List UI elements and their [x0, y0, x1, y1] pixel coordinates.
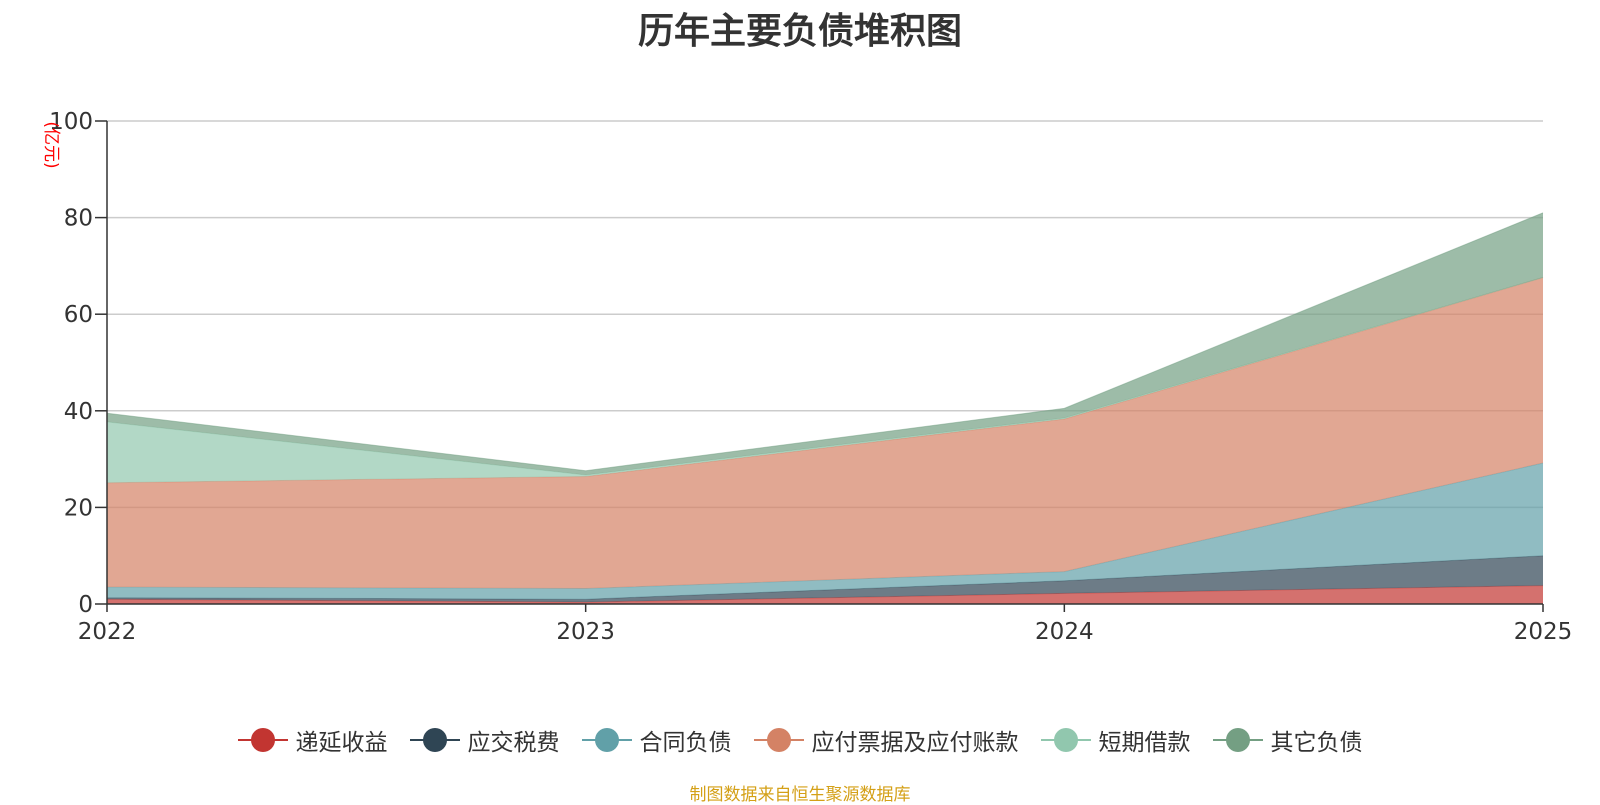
y-tick-label: 80	[64, 206, 93, 232]
footer-source: 制图数据来自恒生聚源数据库	[689, 785, 911, 805]
legend-dot-icon	[1225, 728, 1250, 752]
area-series-0[interactable]	[107, 585, 1543, 604]
legend-label: 合同负债	[639, 730, 732, 756]
legend-label: 应付票据及应付账款	[811, 730, 1019, 756]
legend-dot-icon	[1053, 728, 1078, 752]
legend-label: 短期借款	[1098, 730, 1191, 756]
y-tick-label: 100	[49, 109, 93, 135]
legend-label: 递延收益	[295, 730, 388, 756]
y-axis-unit-label: (亿元)	[41, 121, 61, 168]
legend-item-4[interactable]: 短期借款	[1040, 723, 1191, 757]
area-series-5[interactable]	[107, 212, 1543, 476]
area-series-2[interactable]	[107, 463, 1543, 600]
area-series-4[interactable]	[107, 277, 1543, 483]
legend-marker-icon	[581, 728, 632, 752]
legend-marker-icon	[753, 728, 804, 752]
x-tick-label: 2025	[1514, 619, 1573, 645]
legend-item-0[interactable]: 递延收益	[237, 723, 388, 757]
legend-item-5[interactable]: 其它负债	[1212, 723, 1363, 757]
legend: 递延收益 应交税费 合同负债 应付票据及应付账款 短期借款 其它负债	[0, 718, 1600, 762]
y-tick-label: 40	[64, 399, 93, 425]
legend-dot-icon	[250, 728, 275, 752]
x-tick-label: 2024	[1035, 619, 1094, 645]
y-tick-label: 60	[64, 302, 93, 328]
area-series-edge-5	[106, 212, 1544, 472]
x-tick-label: 2022	[78, 619, 137, 645]
area-series	[106, 212, 1544, 604]
y-tick-label: 0	[78, 592, 93, 618]
x-tick-label: 2023	[556, 619, 615, 645]
legend-dot-icon	[594, 728, 619, 752]
chart-title: 历年主要负债堆积图	[637, 11, 962, 52]
legend-item-1[interactable]: 应交税费	[409, 723, 560, 757]
legend-marker-icon	[237, 728, 288, 752]
legend-marker-icon	[409, 728, 460, 752]
legend-marker-icon	[1040, 728, 1091, 752]
legend-item-3[interactable]: 应付票据及应付账款	[753, 723, 1019, 757]
legend-item-2[interactable]: 合同负债	[581, 723, 732, 757]
axes	[95, 120, 1544, 612]
legend-label: 应交税费	[467, 730, 560, 756]
area-series-1[interactable]	[107, 555, 1543, 603]
legend-dot-icon	[422, 728, 447, 752]
legend-dot-icon	[766, 728, 791, 752]
area-series-3[interactable]	[107, 277, 1543, 589]
tick-labels: 0 20 40 60 80 100 2022 2023 2024 2025	[49, 109, 1572, 645]
legend-marker-icon	[1212, 728, 1263, 752]
y-tick-label: 20	[64, 495, 93, 521]
legend-label: 其它负债	[1270, 730, 1363, 756]
